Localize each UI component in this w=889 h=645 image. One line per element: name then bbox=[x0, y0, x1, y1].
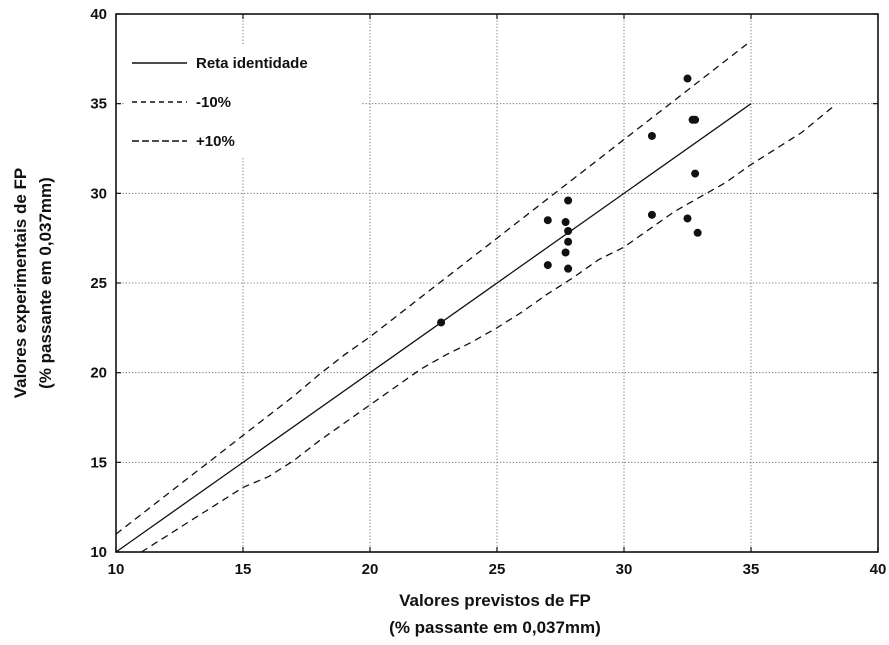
x-axis-label-line2: (% passante em 0,037mm) bbox=[389, 618, 601, 637]
data-point bbox=[683, 74, 692, 83]
data-point bbox=[564, 196, 573, 205]
series-layer bbox=[115, 40, 833, 553]
data-point bbox=[693, 228, 702, 237]
data-point bbox=[561, 218, 570, 227]
y-axis-label-line2: (% passante em 0,037mm) bbox=[36, 177, 55, 389]
data-point bbox=[691, 115, 700, 124]
legend-label: Reta identidade bbox=[196, 55, 308, 72]
x-tick-label: 20 bbox=[362, 561, 379, 578]
y-tick-label: 15 bbox=[90, 454, 107, 471]
data-point bbox=[561, 248, 570, 257]
series-line--10- bbox=[115, 40, 752, 535]
series-line--10- bbox=[141, 106, 833, 553]
data-point bbox=[691, 169, 700, 178]
y-tick-label: 35 bbox=[90, 96, 107, 113]
data-point bbox=[683, 214, 692, 223]
series-line-reta-identidade bbox=[115, 103, 752, 553]
legend-label: +10% bbox=[196, 133, 235, 150]
data-point bbox=[564, 226, 573, 235]
x-tick-label: 30 bbox=[616, 561, 633, 578]
x-tick-label: 10 bbox=[108, 561, 125, 578]
legend: Reta identidade -10% +10% bbox=[124, 44, 362, 156]
x-tick-label: 25 bbox=[489, 561, 506, 578]
y-tick-label: 40 bbox=[90, 6, 107, 23]
data-point bbox=[543, 216, 552, 225]
y-tick-label: 10 bbox=[90, 544, 107, 561]
data-point bbox=[543, 261, 552, 270]
y-tick-label: 25 bbox=[90, 275, 107, 292]
x-axis-label-line1: Valores previstos de FP bbox=[399, 591, 591, 610]
x-tick-label: 15 bbox=[235, 561, 252, 578]
axis-labels: Valores previstos de FP (% passante em 0… bbox=[11, 168, 601, 637]
axis-ticks: 10 15 20 25 30 35 40 10 15 20 25 30 35 40 bbox=[90, 6, 886, 578]
data-point bbox=[564, 264, 573, 273]
data-point bbox=[437, 318, 446, 327]
legend-label: -10% bbox=[196, 94, 231, 111]
data-point bbox=[647, 210, 656, 219]
x-tick-label: 35 bbox=[743, 561, 760, 578]
y-tick-label: 30 bbox=[90, 185, 107, 202]
y-tick-label: 20 bbox=[90, 365, 107, 382]
data-point bbox=[647, 131, 656, 140]
y-axis-label-line1: Valores experimentais de FP bbox=[11, 168, 30, 399]
data-point bbox=[564, 237, 573, 246]
x-tick-label: 40 bbox=[870, 561, 887, 578]
